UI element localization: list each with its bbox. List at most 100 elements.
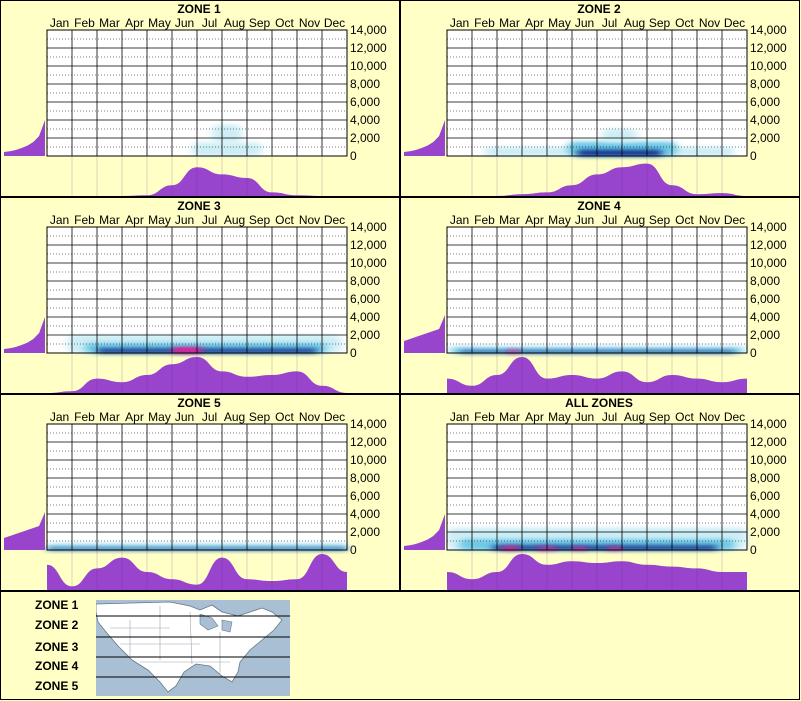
month-label-oct: Oct [675,16,694,30]
panel-title: ZONE 1 [177,2,221,16]
y-tick-10000: 10,000 [750,256,787,270]
month-label-oct: Oct [675,410,694,424]
y-tick-12000: 12,000 [350,435,387,449]
month-label-mar: Mar [499,410,520,424]
panel-zone-4: ZONE 4 Jan Feb Mar Apr May Jun Jul Aug S… [400,197,800,394]
y-tick-14000: 14,000 [750,417,787,431]
month-label-nov: Nov [299,213,320,227]
month-label-jun: Jun [175,16,194,30]
panel-title: ZONE 3 [177,199,221,213]
panel-frame [0,0,400,197]
heat-band-peak-5 [572,547,587,550]
month-label-may: May [548,213,571,227]
y-tick-2000: 2,000 [750,131,780,145]
y-tick-12000: 12,000 [750,435,787,449]
panel-zone-3: ZONE 3 Jan Feb Mar Apr May Jun Jul Aug S… [0,197,400,394]
month-label-feb: Feb [474,213,495,227]
month-label-jun: Jun [575,213,594,227]
y-tick-8000: 8,000 [350,471,380,485]
y-tick-0: 0 [750,346,757,360]
month-label-jan: Jan [50,410,69,424]
y-axis-labels: 14,000 12,000 10,000 8,000 6,000 4,000 2… [750,220,787,360]
month-label-oct: Oct [275,213,294,227]
elevation-profile-area [404,512,445,550]
month-label-feb: Feb [74,16,95,30]
legend-zone-1: ZONE 1 [35,598,79,612]
y-tick-10000: 10,000 [350,256,387,270]
month-label-may: May [548,16,571,30]
y-tick-8000: 8,000 [750,471,780,485]
month-label-apr: Apr [125,213,144,227]
y-tick-0: 0 [350,543,357,557]
y-tick-4000: 4,000 [750,113,780,127]
month-label-aug: Aug [224,16,245,30]
panel-frame [400,197,800,394]
plot-grid [46,226,348,354]
y-tick-14000: 14,000 [750,23,787,37]
y-tick-8000: 8,000 [750,77,780,91]
month-label-mar: Mar [499,16,520,30]
y-tick-12000: 12,000 [750,41,787,55]
y-tick-14000: 14,000 [350,23,387,37]
month-label-jun: Jun [175,213,194,227]
panel-all-zones: ALL ZONES Jan Feb Mar Apr May Jun Jul Au… [400,394,800,591]
month-labels: Jan Feb Mar Apr May Jun Jul Aug Sep Oct … [50,213,345,227]
state-borders [110,606,230,676]
heat-band-dark-2 [97,348,317,353]
y-axis-labels: 14,000 12,000 10,000 8,000 6,000 4,000 2… [350,220,387,360]
panel-title: ZONE 5 [177,396,221,410]
month-label-oct: Oct [275,410,294,424]
month-label-jan: Jan [50,213,69,227]
month-label-jul: Jul [202,213,217,227]
month-labels: Jan Feb Mar Apr May Jun Jul Aug Sep Oct … [50,16,345,30]
month-label-may: May [148,213,171,227]
y-tick-4000: 4,000 [350,113,380,127]
month-label-jun: Jun [575,410,594,424]
legend-zone-2: ZONE 2 [35,618,79,632]
month-label-sep: Sep [249,213,271,227]
heat-band-peak-3 [172,347,202,353]
map-land [96,601,283,693]
month-label-aug: Aug [624,16,645,30]
month-labels: Jan Feb Mar Apr May Jun Jul Aug Sep Oct … [50,410,345,424]
month-labels: Jan Feb Mar Apr May Jun Jul Aug Sep Oct … [450,16,745,30]
elevation-profile-area [4,118,45,156]
month-label-feb: Feb [474,410,495,424]
y-tick-8000: 8,000 [350,77,380,91]
panel-zone-1: ZONE 1 Jan Feb Mar Apr May Jun Jul Aug S… [0,0,400,197]
month-label-sep: Sep [649,410,671,424]
month-label-mar: Mar [499,213,520,227]
panel-zone-5: ZONE 5 Jan Feb Mar Apr May Jun Jul Aug S… [0,394,400,591]
y-axis-labels: 14,000 12,000 10,000 8,000 6,000 4,000 2… [750,23,787,163]
legend-frame [0,591,800,700]
month-label-oct: Oct [675,213,694,227]
panel-frame [0,197,400,394]
month-label-jan: Jan [450,16,469,30]
y-tick-8000: 8,000 [750,274,780,288]
month-label-dec: Dec [324,213,345,227]
elevation-profile-area [4,512,45,550]
month-label-nov: Nov [299,16,320,30]
heat-band-peak-3 [502,546,520,550]
month-label-aug: Aug [224,410,245,424]
legend-zone-5: ZONE 5 [35,679,79,693]
zone-legend: ZONE 1 ZONE 2 ZONE 3 ZONE 4 ZONE 5 [0,591,800,700]
y-tick-12000: 12,000 [350,41,387,55]
month-label-may: May [148,410,171,424]
panel-zone-2: ZONE 2 Jan Feb Mar Apr May Jun Jul Aug S… [400,0,800,197]
y-tick-10000: 10,000 [750,59,787,73]
month-label-aug: Aug [624,410,645,424]
y-tick-4000: 4,000 [350,507,380,521]
y-axis-labels: 14,000 12,000 10,000 8,000 6,000 4,000 2… [350,417,387,557]
month-label-mar: Mar [99,410,120,424]
month-label-nov: Nov [699,16,720,30]
month-label-may: May [548,410,571,424]
y-tick-6000: 6,000 [750,95,780,109]
month-label-dec: Dec [324,410,345,424]
month-label-mar: Mar [99,213,120,227]
month-label-jan: Jan [50,16,69,30]
elevation-profile-area [4,315,45,353]
y-tick-10000: 10,000 [750,453,787,467]
month-label-jan: Jan [450,410,469,424]
heat-band-light-3 [602,129,637,142]
